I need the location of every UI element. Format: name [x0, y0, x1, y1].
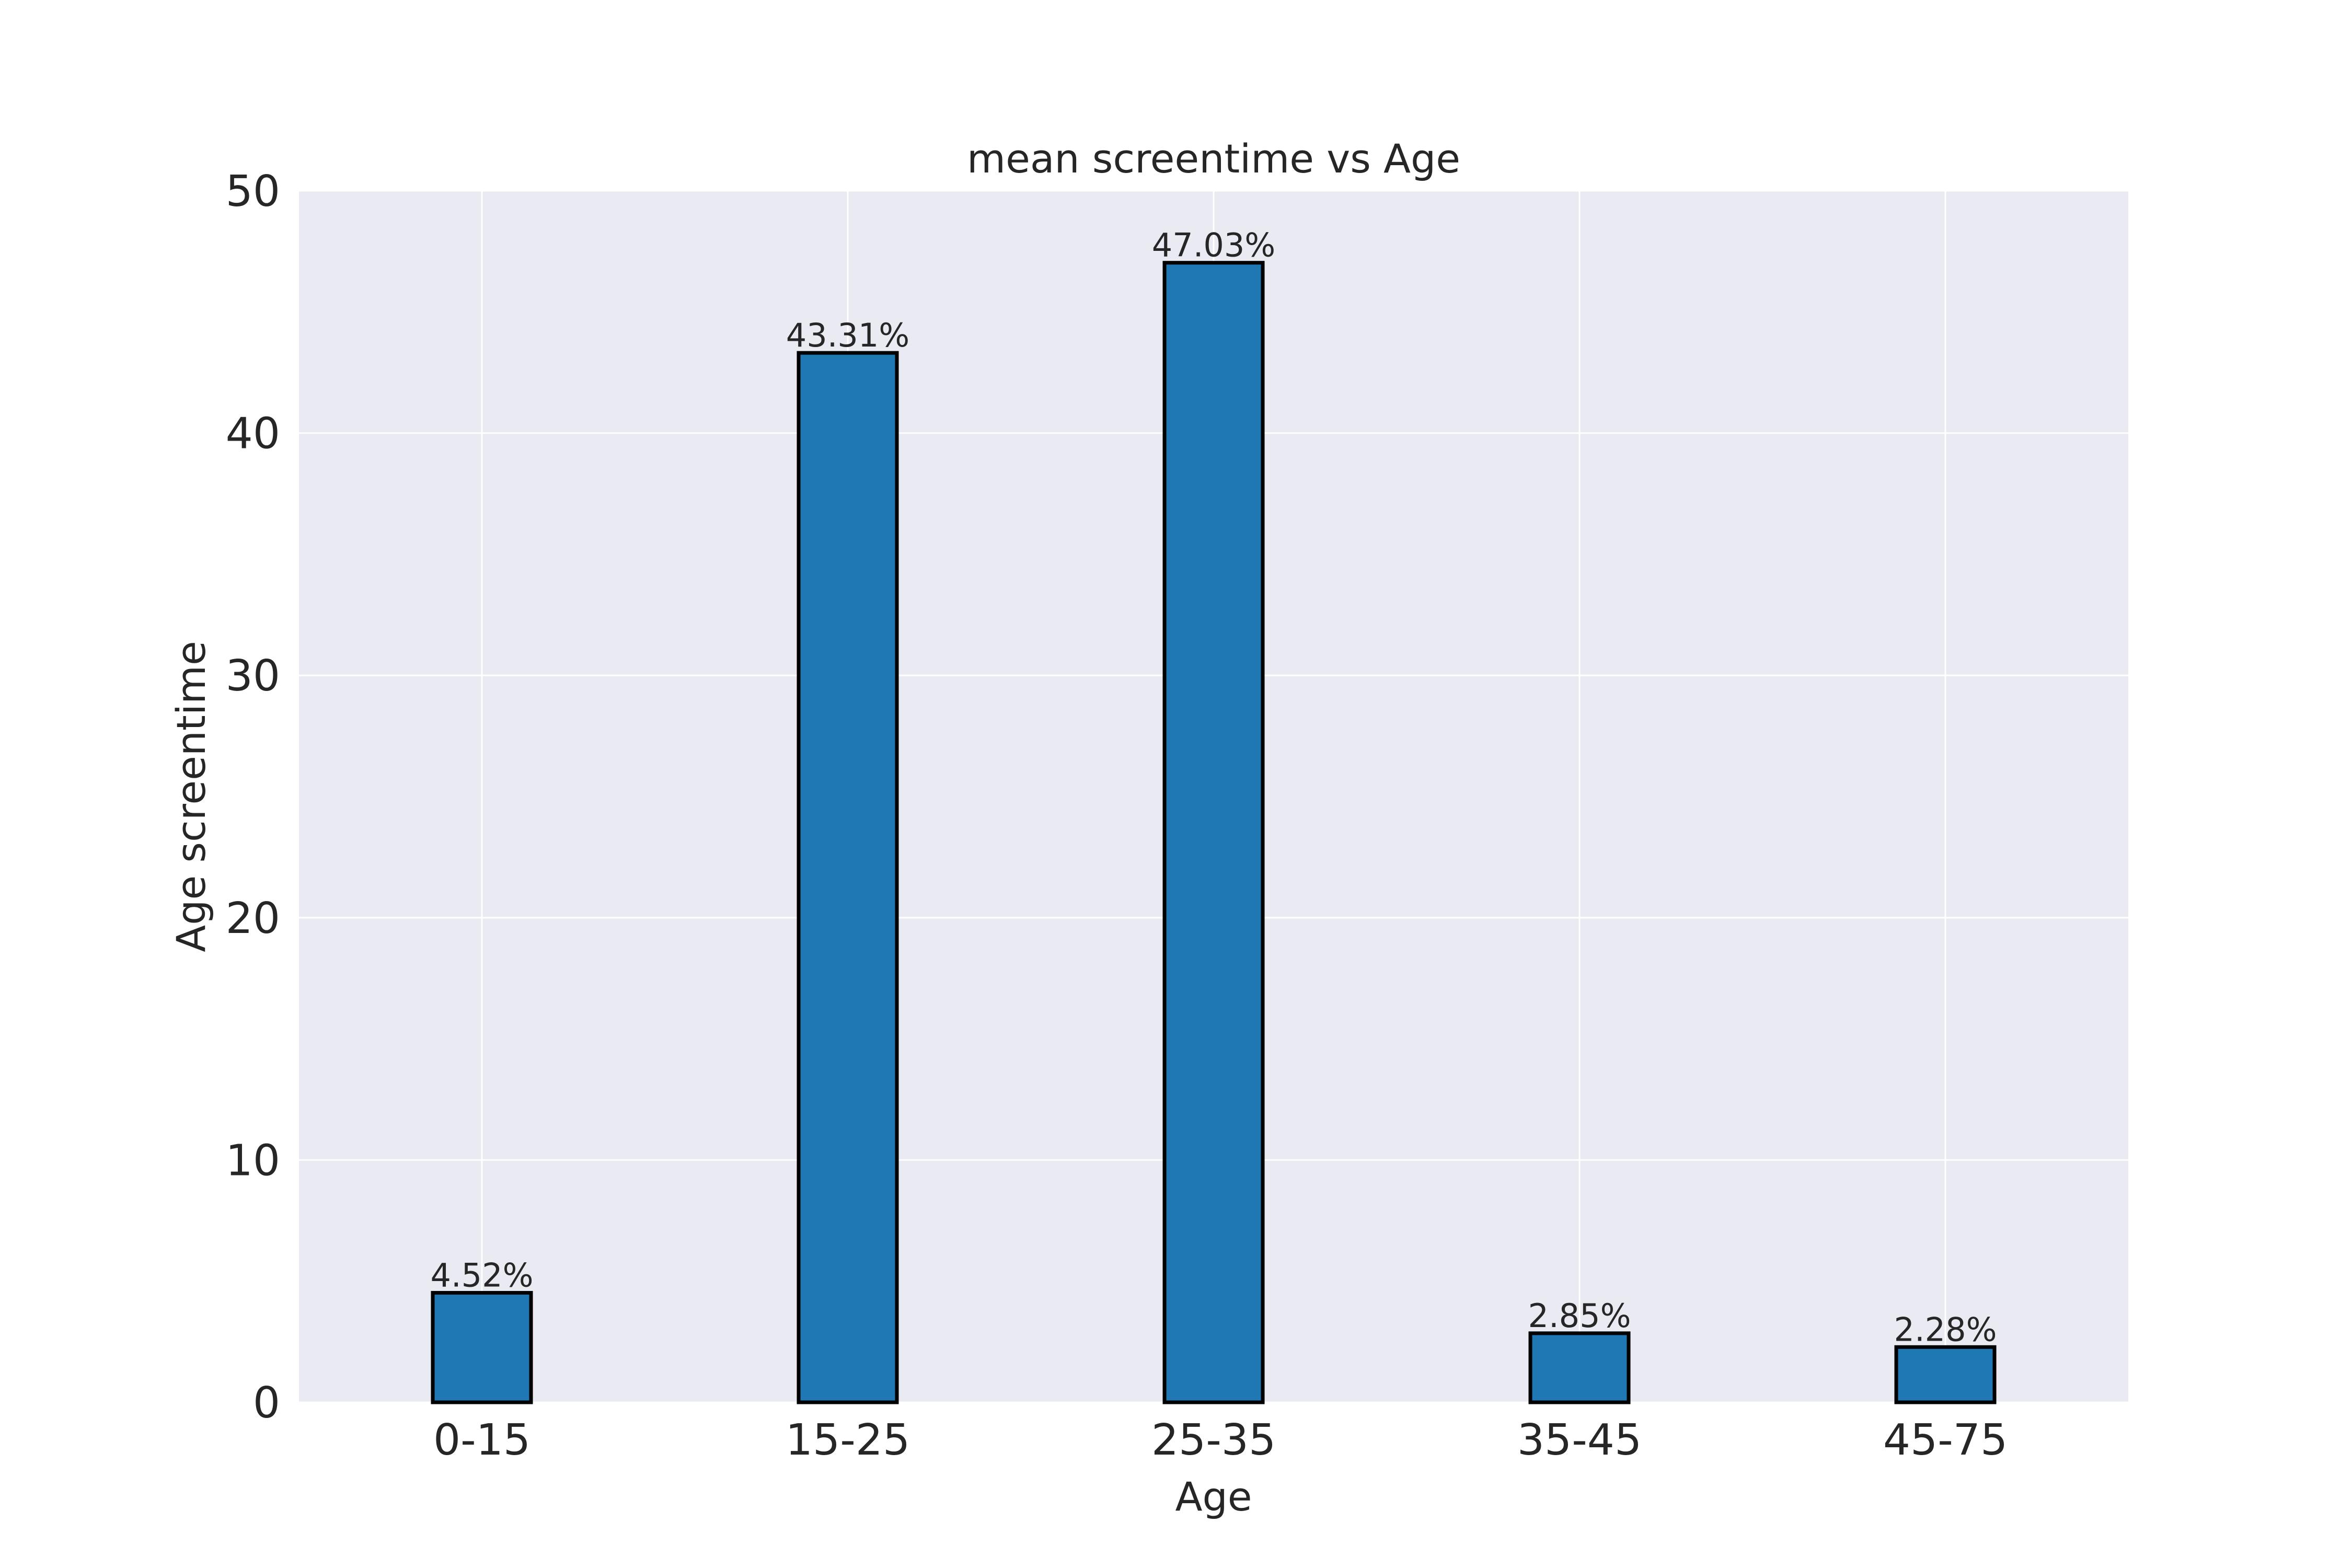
bars: [431, 261, 1997, 1404]
data-label: 2.28%: [1894, 1310, 1997, 1348]
y-tick-label: 10: [226, 1136, 280, 1185]
bar: [1162, 261, 1265, 1404]
x-tick-label: 0-15: [433, 1415, 531, 1465]
bar: [1528, 1331, 1631, 1404]
x-tick-labels: 0-15 15-25 25-35 35-45 45-75: [433, 1415, 2008, 1465]
y-tick-label: 30: [226, 651, 280, 701]
data-label: 4.52%: [431, 1256, 534, 1294]
y-tick-label: 50: [226, 167, 280, 216]
y-tick-label: 0: [253, 1378, 280, 1428]
bar: [1894, 1345, 1997, 1404]
x-axis-label: Age: [1175, 1473, 1252, 1520]
bar: [431, 1290, 533, 1404]
y-tick-label: 40: [226, 409, 280, 459]
bar: [797, 351, 899, 1404]
chart-title: mean screentime vs Age: [967, 135, 1460, 182]
data-labels: 4.52% 43.31% 47.03% 2.85% 2.28%: [431, 226, 1997, 1349]
y-tick-labels: 0 10 20 30 40 50: [226, 167, 280, 1428]
x-tick-label: 35-45: [1517, 1415, 1642, 1465]
y-axis-label: Age screentime: [168, 641, 214, 952]
x-tick-label: 45-75: [1883, 1415, 2008, 1465]
y-tick-label: 20: [226, 894, 280, 943]
x-tick-label: 25-35: [1151, 1415, 1276, 1465]
x-tick-label: 15-25: [786, 1415, 910, 1465]
data-label: 47.03%: [1152, 226, 1275, 264]
data-label: 43.31%: [786, 316, 909, 354]
data-label: 2.85%: [1528, 1297, 1631, 1335]
